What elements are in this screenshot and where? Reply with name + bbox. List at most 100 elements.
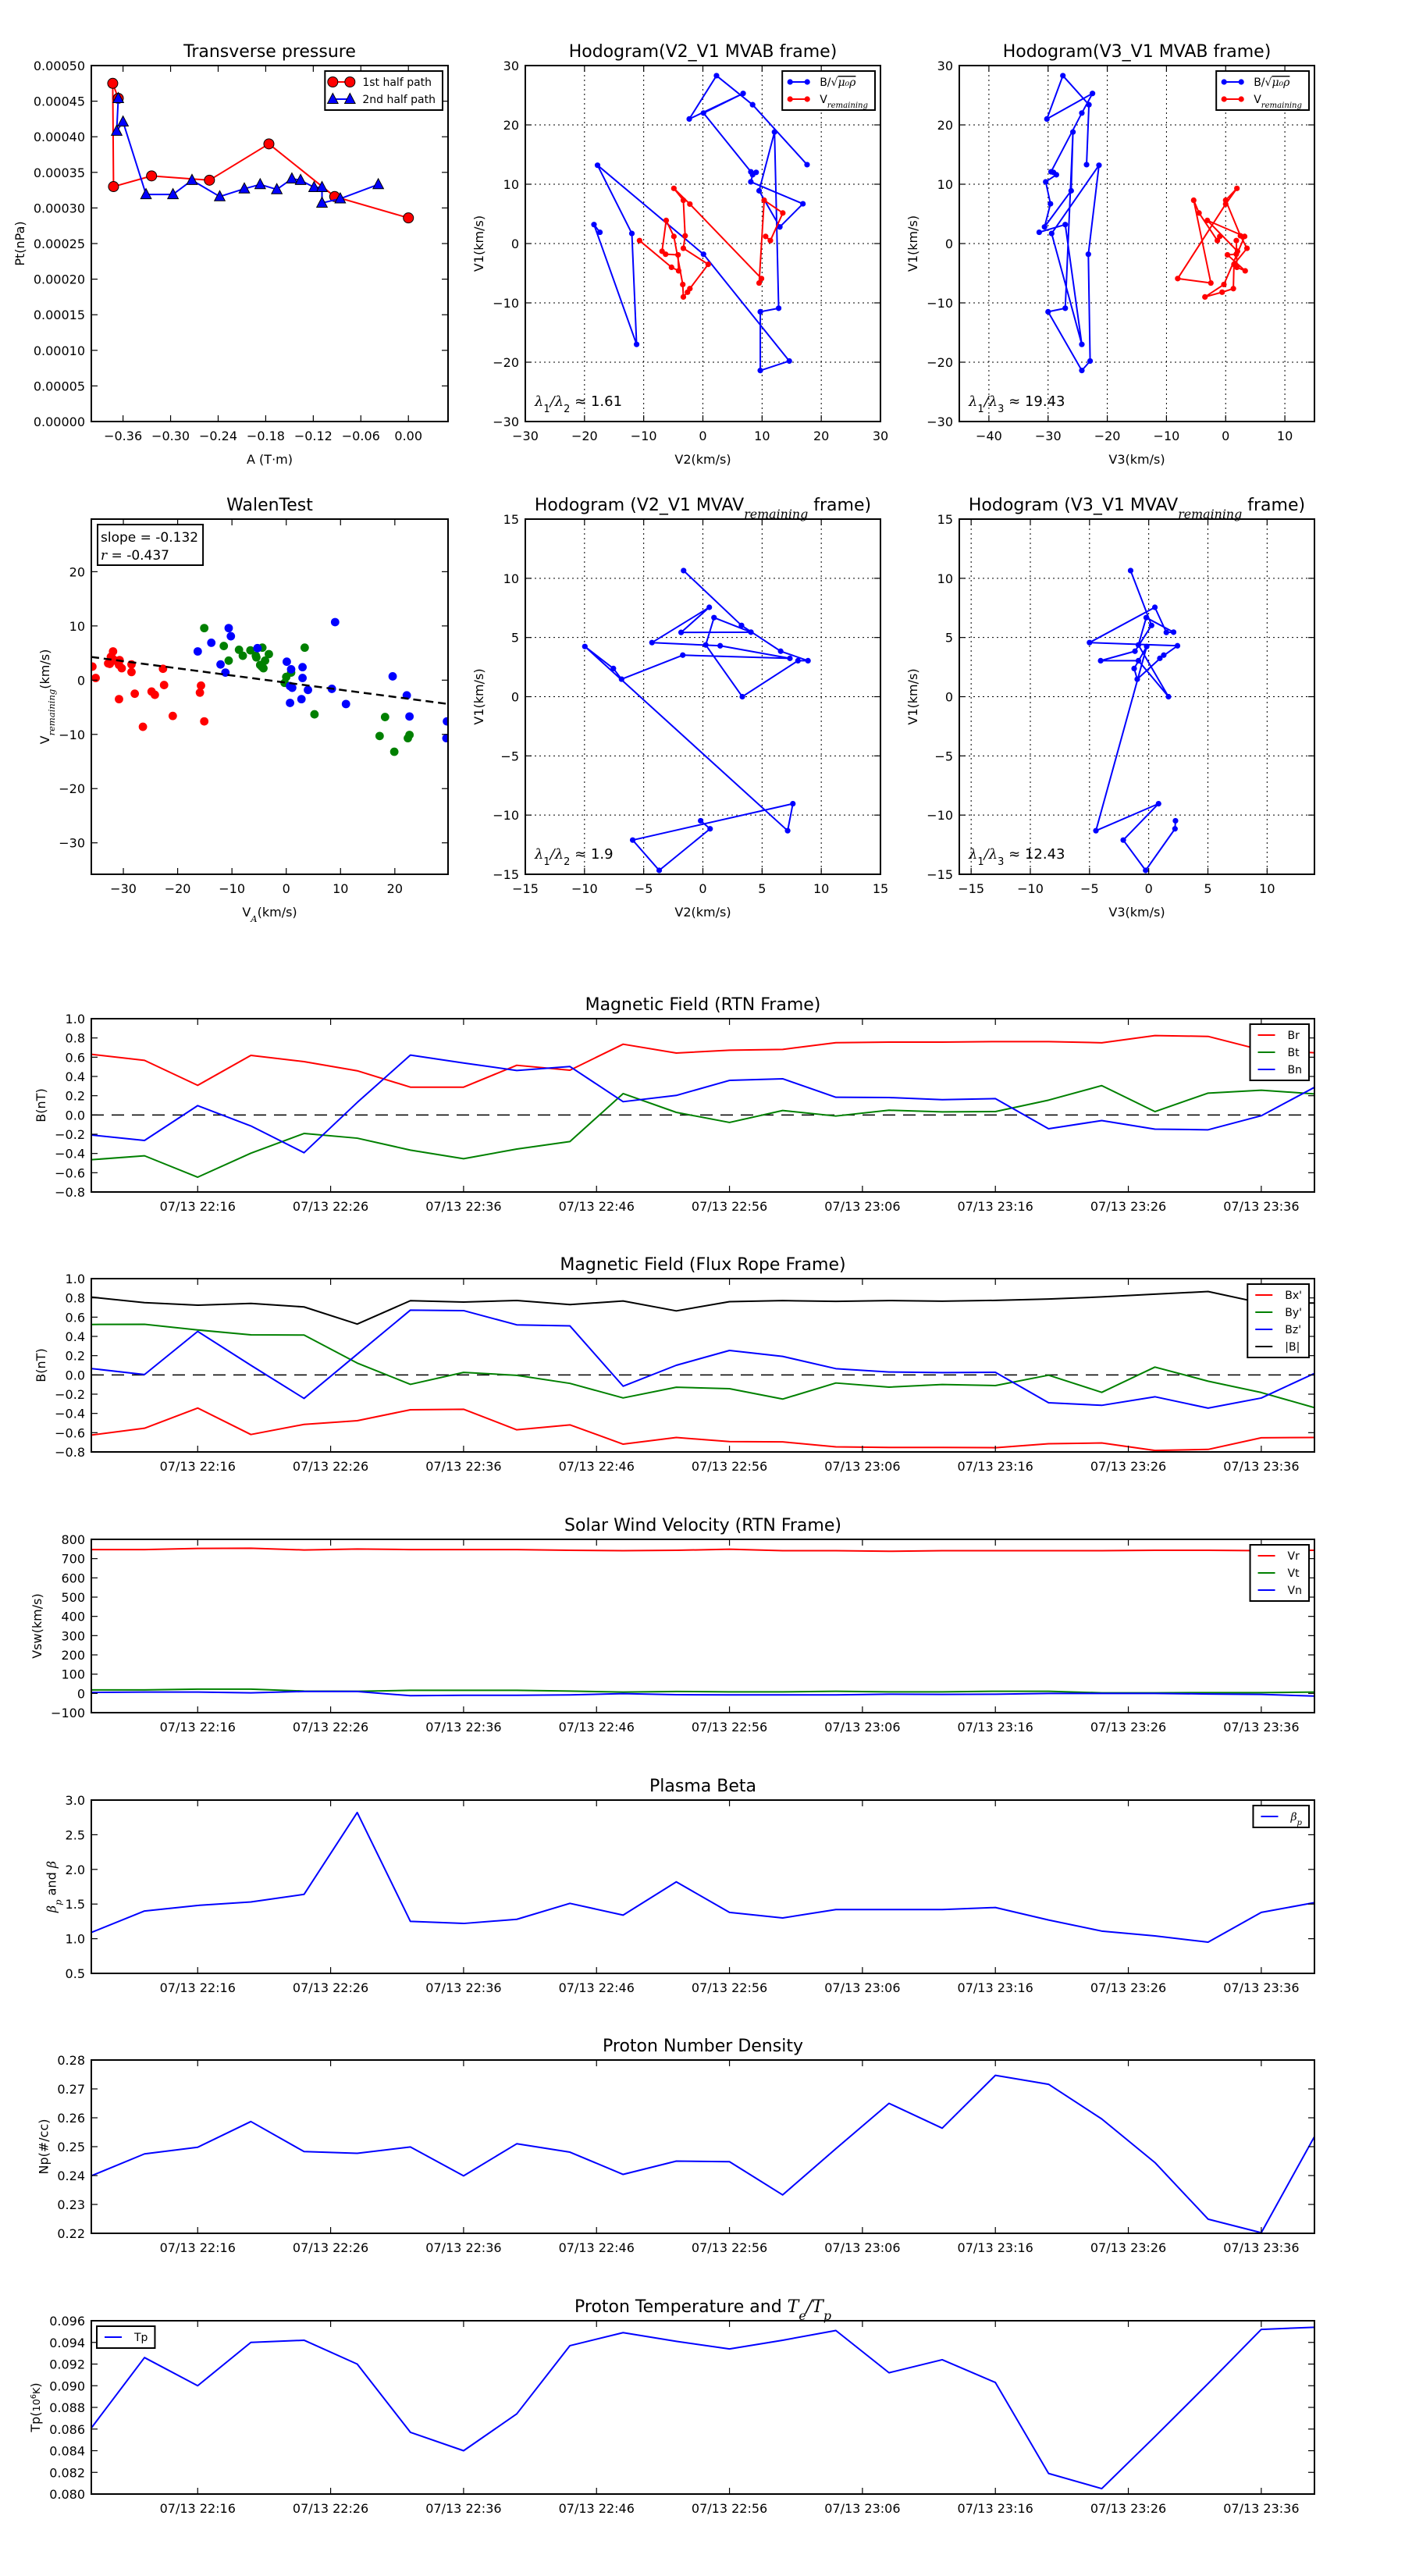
plot-area xyxy=(582,568,811,873)
y-tick-label: 10 xyxy=(503,571,519,586)
y-tick-label: 0.00035 xyxy=(34,165,85,180)
legend-label: Bz' xyxy=(1285,1324,1301,1336)
ratio-annotation-part: ≈ xyxy=(1004,846,1025,863)
legend-entry: Vremaining xyxy=(1221,94,1303,110)
data-point xyxy=(680,197,687,204)
legend-marker xyxy=(1238,79,1244,85)
data-point xyxy=(283,657,291,667)
y-axis-label: Np(#/cc) xyxy=(36,2119,51,2175)
y-tick-label: 800 xyxy=(61,1532,85,1547)
legend-label: Bt xyxy=(1288,1047,1300,1059)
legend-label-part: μ₀ρ xyxy=(838,76,856,89)
y-tick-label: 1.0 xyxy=(66,1012,85,1026)
data-point xyxy=(633,341,640,347)
y-tick-label: 0.0 xyxy=(66,1368,85,1382)
y-tick-label: −10 xyxy=(493,808,519,823)
data-point xyxy=(1097,657,1104,664)
y-tick-label: 1.0 xyxy=(66,1932,85,1947)
data-point xyxy=(1083,162,1090,168)
legend-label: 1st half path xyxy=(362,76,432,89)
y-tick-label: 0.24 xyxy=(57,2169,85,2183)
x-axis-label: A (T·m) xyxy=(247,452,293,467)
series-line xyxy=(91,1547,1314,1553)
y-axis-label: V1(km/s) xyxy=(905,668,920,724)
x-tick-label: 07/13 23:16 xyxy=(958,1459,1033,1474)
ratio-annotation-part: 12.43 xyxy=(1025,846,1065,863)
x-tick-label: −20 xyxy=(1094,429,1121,443)
legend-entry: Bt xyxy=(1257,1047,1300,1059)
data-point xyxy=(224,656,233,665)
data-point xyxy=(117,664,126,673)
data-point xyxy=(780,210,786,216)
y-tick-label: 0.00030 xyxy=(34,201,85,215)
x-tick-label: 10 xyxy=(813,881,829,896)
x-tick-label: 07/13 23:06 xyxy=(824,1980,900,1995)
data-point xyxy=(216,660,225,669)
chart-title: Plasma Beta xyxy=(649,1777,756,1796)
legend-label: 2nd half path xyxy=(362,94,436,106)
x-tick-label: 5 xyxy=(1204,881,1211,896)
data-point xyxy=(1148,622,1154,628)
data-point xyxy=(670,185,677,191)
data-point xyxy=(108,647,118,656)
series-3 xyxy=(193,617,448,743)
data-point xyxy=(150,690,159,699)
data-point xyxy=(659,248,665,254)
data-point xyxy=(663,217,670,223)
x-tick-label: −10 xyxy=(219,881,245,896)
x-tick-label: 07/13 22:46 xyxy=(559,2501,635,2516)
data-point xyxy=(298,674,307,682)
x-tick-label: 07/13 23:06 xyxy=(824,2240,900,2255)
data-point xyxy=(159,681,169,689)
data-point xyxy=(1087,639,1093,646)
x-tick-label: 07/13 22:56 xyxy=(692,1459,767,1474)
x-tick-label: −0.30 xyxy=(151,429,190,443)
y-tick-label: 0.094 xyxy=(49,2336,85,2350)
legend-label-part: p xyxy=(1297,1819,1303,1827)
ratio-annotation-part: λ xyxy=(968,393,977,410)
data-point xyxy=(238,182,251,194)
legend: 1st half path 2nd half path xyxy=(324,70,443,111)
data-point xyxy=(682,233,688,239)
y-axis-label-part: p xyxy=(53,1899,64,1905)
y-tick-label: 10 xyxy=(69,619,85,634)
data-point xyxy=(582,643,588,649)
data-point xyxy=(1127,568,1134,574)
x-tick-label: −0.24 xyxy=(199,429,237,443)
data-point xyxy=(738,622,745,628)
y-axis-label-part: K xyxy=(31,2387,43,2394)
y-tick-label: 0.088 xyxy=(49,2400,85,2415)
y-tick-label: 0 xyxy=(945,237,953,251)
data-point xyxy=(1165,693,1172,700)
ratio-annotation-part: / xyxy=(983,393,991,410)
data-point xyxy=(1132,648,1138,654)
legend: βp xyxy=(1252,1805,1310,1828)
x-tick-label: −40 xyxy=(976,429,1002,443)
data-point xyxy=(146,170,158,182)
data-point xyxy=(698,817,704,824)
series-line xyxy=(91,1084,1314,1179)
data-point xyxy=(1222,197,1229,204)
data-point xyxy=(1143,867,1149,873)
y-tick-label: 0.00050 xyxy=(34,59,85,73)
x-tick-label: 07/13 22:26 xyxy=(293,1459,368,1474)
data-point xyxy=(403,212,414,224)
data-point xyxy=(287,683,297,692)
data-point xyxy=(1045,308,1051,315)
data-point xyxy=(1219,289,1225,295)
x-tick-label: 07/13 22:56 xyxy=(692,1199,767,1214)
legend-label: Bn xyxy=(1288,1064,1302,1076)
x-tick-label: 07/13 22:36 xyxy=(425,1459,501,1474)
data-point xyxy=(110,124,123,136)
ratio-annotation-part: / xyxy=(983,846,991,863)
x-tick-label: 07/13 22:56 xyxy=(692,2240,767,2255)
chart-title: Magnetic Field (Flux Rope Frame) xyxy=(560,1255,845,1275)
x-tick-label: 07/13 23:26 xyxy=(1090,1459,1166,1474)
chart-title: Solar Wind Velocity (RTN Frame) xyxy=(564,1516,841,1535)
data-point xyxy=(786,358,792,365)
series-2nd-half-path xyxy=(110,91,385,208)
data-point xyxy=(787,655,793,661)
series-tp xyxy=(91,2326,1314,2490)
data-point xyxy=(686,116,692,122)
data-point xyxy=(618,676,624,682)
